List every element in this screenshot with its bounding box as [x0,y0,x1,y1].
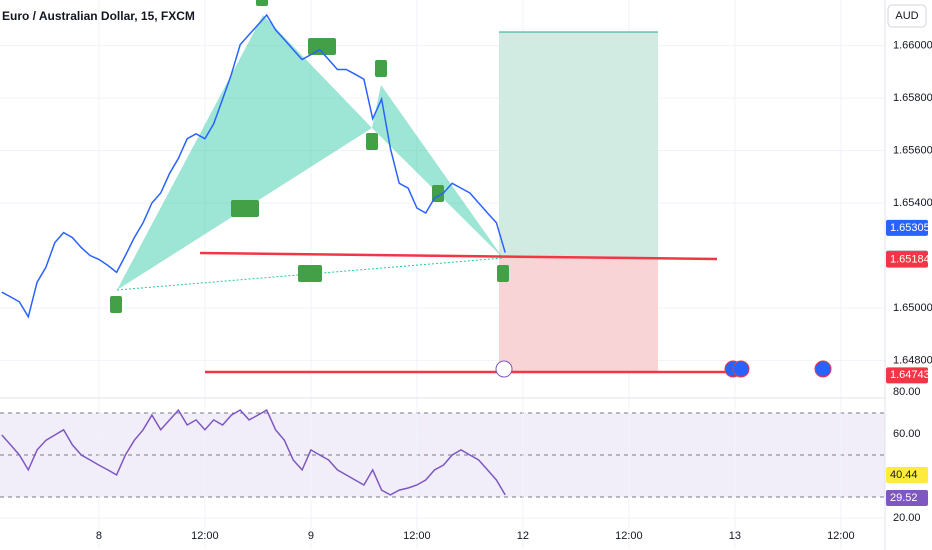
y-tick-label: 1.65800 [893,92,932,104]
drawings [110,0,832,378]
price-tag [886,251,928,268]
x-tick-label: 12:00 [615,530,643,542]
event-icon[interactable] [814,360,832,378]
price-tag-label: 1.65184 [890,254,930,266]
x-tick-label: 12:00 [191,530,219,542]
level-line [199,251,718,261]
target-zone [499,32,658,258]
price-tag [886,219,928,236]
x-tick-label: 9 [308,530,314,542]
pattern-leg [372,85,503,258]
y-tick-label: 1.65400 [893,197,932,209]
y-tick-label: 80.00 [893,386,921,398]
price-tag [886,489,928,506]
chart-title: Euro / Australian Dollar, 15, FXCM [2,9,195,23]
pattern-ratio [308,38,336,55]
y-tick-label: 1.64800 [893,354,932,366]
event-icon[interactable] [495,360,513,378]
currency: AUD [895,10,918,22]
event-icon[interactable] [732,360,750,378]
x-tick-label: 12:00 [827,530,855,542]
y-tick-label: 1.65600 [893,144,932,156]
pattern-ratio [231,200,259,217]
pattern-point [256,0,268,6]
x-tick-label: 8 [96,530,102,542]
pattern-leg [117,15,372,290]
pattern-point [366,133,378,150]
price-tag-label: 29.52 [890,492,918,504]
price-tag [886,467,928,484]
stop-zone [499,258,658,372]
currency-button[interactable] [887,4,927,28]
y-tick-label: 60.00 [893,428,921,440]
price-tag-label: 1.65305 [890,222,930,234]
x-tick-label: 12:00 [403,530,431,542]
pattern-point [375,60,387,77]
price-tag-label: 1.64743 [890,369,930,381]
series-line [1,408,506,496]
background [0,0,885,548]
y-tick-label: 1.65000 [893,302,932,314]
pattern-point [110,296,122,313]
series-line [1,13,506,319]
price-tag [886,367,928,384]
y-tick-label: 20.00 [893,512,921,524]
pattern-point [497,265,509,282]
y-tick-label: 1.66000 [893,40,932,52]
x-tick-label: 12 [517,530,529,542]
x-tick-label: 13 [729,530,741,542]
price-tag-label: 40.44 [890,469,918,481]
pattern-ratio [298,265,322,282]
